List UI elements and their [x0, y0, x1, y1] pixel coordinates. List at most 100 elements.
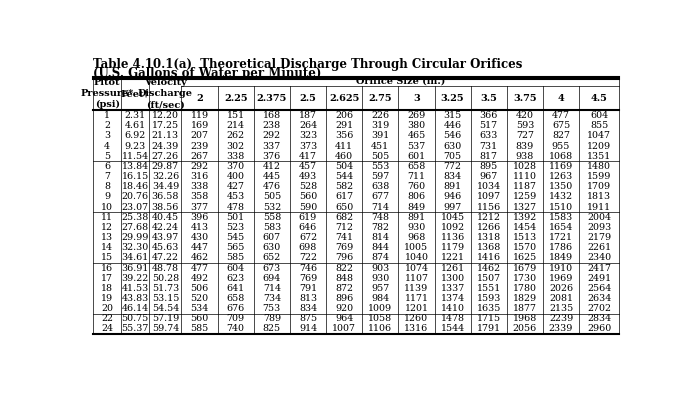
- Text: 895: 895: [480, 162, 498, 171]
- Text: 523: 523: [227, 223, 245, 232]
- Text: 3: 3: [413, 94, 420, 102]
- Text: 43.83: 43.83: [122, 294, 149, 303]
- Text: 478: 478: [227, 202, 245, 212]
- Text: 1327: 1327: [513, 202, 537, 212]
- Text: 476: 476: [263, 182, 281, 191]
- Text: 1136: 1136: [441, 233, 465, 242]
- Text: 1047: 1047: [587, 131, 611, 140]
- Text: 930: 930: [371, 274, 389, 283]
- Text: 1911: 1911: [587, 202, 612, 212]
- Text: 727: 727: [516, 131, 534, 140]
- Text: 12.20: 12.20: [152, 111, 179, 120]
- Text: 24.39: 24.39: [152, 142, 179, 150]
- Text: 4: 4: [557, 94, 564, 102]
- Text: 712: 712: [335, 223, 353, 232]
- Text: 1106: 1106: [368, 325, 393, 333]
- Text: 168: 168: [263, 111, 281, 120]
- Text: 1730: 1730: [513, 274, 537, 283]
- Text: 1454: 1454: [513, 223, 537, 232]
- Text: Orifice Size (in.): Orifice Size (in.): [356, 77, 445, 86]
- Text: 740: 740: [227, 325, 245, 333]
- Text: 930: 930: [407, 223, 425, 232]
- Text: 872: 872: [335, 284, 353, 293]
- Text: 652: 652: [263, 253, 281, 262]
- Text: 29.99: 29.99: [122, 233, 149, 242]
- Text: 226: 226: [371, 111, 389, 120]
- Text: 601: 601: [407, 152, 425, 161]
- Text: 955: 955: [552, 142, 570, 150]
- Text: 20.76: 20.76: [122, 192, 149, 201]
- Text: 338: 338: [227, 152, 245, 161]
- Text: 22: 22: [101, 314, 113, 323]
- Text: 267: 267: [190, 152, 208, 161]
- Text: 558: 558: [263, 213, 281, 222]
- Text: 5: 5: [104, 152, 111, 161]
- Text: 504: 504: [335, 162, 353, 171]
- Text: 506: 506: [190, 284, 208, 293]
- Text: 938: 938: [516, 152, 534, 161]
- Text: Table 4.10.1(a)  Theoretical Discharge Through Circular Orifices: Table 4.10.1(a) Theoretical Discharge Th…: [93, 58, 523, 71]
- Text: 544: 544: [335, 172, 353, 181]
- Text: 1968: 1968: [513, 314, 537, 323]
- Text: 3.25: 3.25: [441, 94, 464, 102]
- Text: (U.S. Gallons of Water per Minute): (U.S. Gallons of Water per Minute): [93, 66, 322, 79]
- Text: 553: 553: [371, 162, 389, 171]
- Text: 1780: 1780: [513, 284, 537, 293]
- Text: 565: 565: [227, 243, 245, 252]
- Text: 1209: 1209: [587, 142, 612, 150]
- Text: 638: 638: [371, 182, 389, 191]
- Text: 1179: 1179: [441, 243, 465, 252]
- Text: 517: 517: [480, 121, 498, 130]
- Text: 630: 630: [443, 142, 461, 150]
- Text: 1139: 1139: [404, 284, 429, 293]
- Text: 119: 119: [190, 111, 208, 120]
- Text: 2239: 2239: [549, 314, 573, 323]
- Text: 11.54: 11.54: [122, 152, 149, 161]
- Text: 817: 817: [480, 152, 498, 161]
- Text: 1625: 1625: [513, 253, 537, 262]
- Text: 214: 214: [227, 121, 245, 130]
- Text: 694: 694: [263, 274, 281, 283]
- Text: 520: 520: [190, 294, 208, 303]
- Text: 814: 814: [371, 233, 389, 242]
- Text: 2261: 2261: [587, 243, 612, 252]
- Text: 315: 315: [443, 111, 461, 120]
- Text: 316: 316: [190, 172, 208, 181]
- Text: 42.24: 42.24: [152, 223, 179, 232]
- Text: 2834: 2834: [587, 314, 612, 323]
- Text: Feet†: Feet†: [121, 89, 149, 98]
- Text: 709: 709: [227, 314, 245, 323]
- Text: 1513: 1513: [513, 233, 537, 242]
- Text: 1058: 1058: [368, 314, 393, 323]
- Text: 849: 849: [407, 202, 425, 212]
- Text: 269: 269: [407, 111, 425, 120]
- Text: 1635: 1635: [477, 304, 501, 313]
- Text: 151: 151: [227, 111, 245, 120]
- Text: 32.30: 32.30: [122, 243, 149, 252]
- Text: 1715: 1715: [477, 314, 501, 323]
- Text: 493: 493: [299, 172, 317, 181]
- Text: 874: 874: [371, 253, 389, 262]
- Text: 4.61: 4.61: [124, 121, 146, 130]
- Text: 891: 891: [443, 182, 461, 191]
- Text: 446: 446: [443, 121, 461, 130]
- Text: 1786: 1786: [549, 243, 573, 252]
- Text: 769: 769: [335, 243, 353, 252]
- Text: 585: 585: [190, 325, 208, 333]
- Text: 13.84: 13.84: [122, 162, 149, 171]
- Text: 36.91: 36.91: [122, 263, 149, 273]
- Text: 891: 891: [407, 213, 425, 222]
- Text: 1392: 1392: [513, 213, 537, 222]
- Text: 746: 746: [299, 263, 317, 273]
- Text: 789: 789: [263, 314, 281, 323]
- Text: 1212: 1212: [477, 213, 501, 222]
- Text: 27.68: 27.68: [122, 223, 149, 232]
- Text: 264: 264: [299, 121, 317, 130]
- Text: 534: 534: [190, 304, 208, 313]
- Text: 59.74: 59.74: [152, 325, 179, 333]
- Text: 2960: 2960: [587, 325, 612, 333]
- Text: 51.73: 51.73: [152, 284, 179, 293]
- Text: 741: 741: [335, 233, 353, 242]
- Text: 1261: 1261: [441, 263, 465, 273]
- Text: 677: 677: [371, 192, 389, 201]
